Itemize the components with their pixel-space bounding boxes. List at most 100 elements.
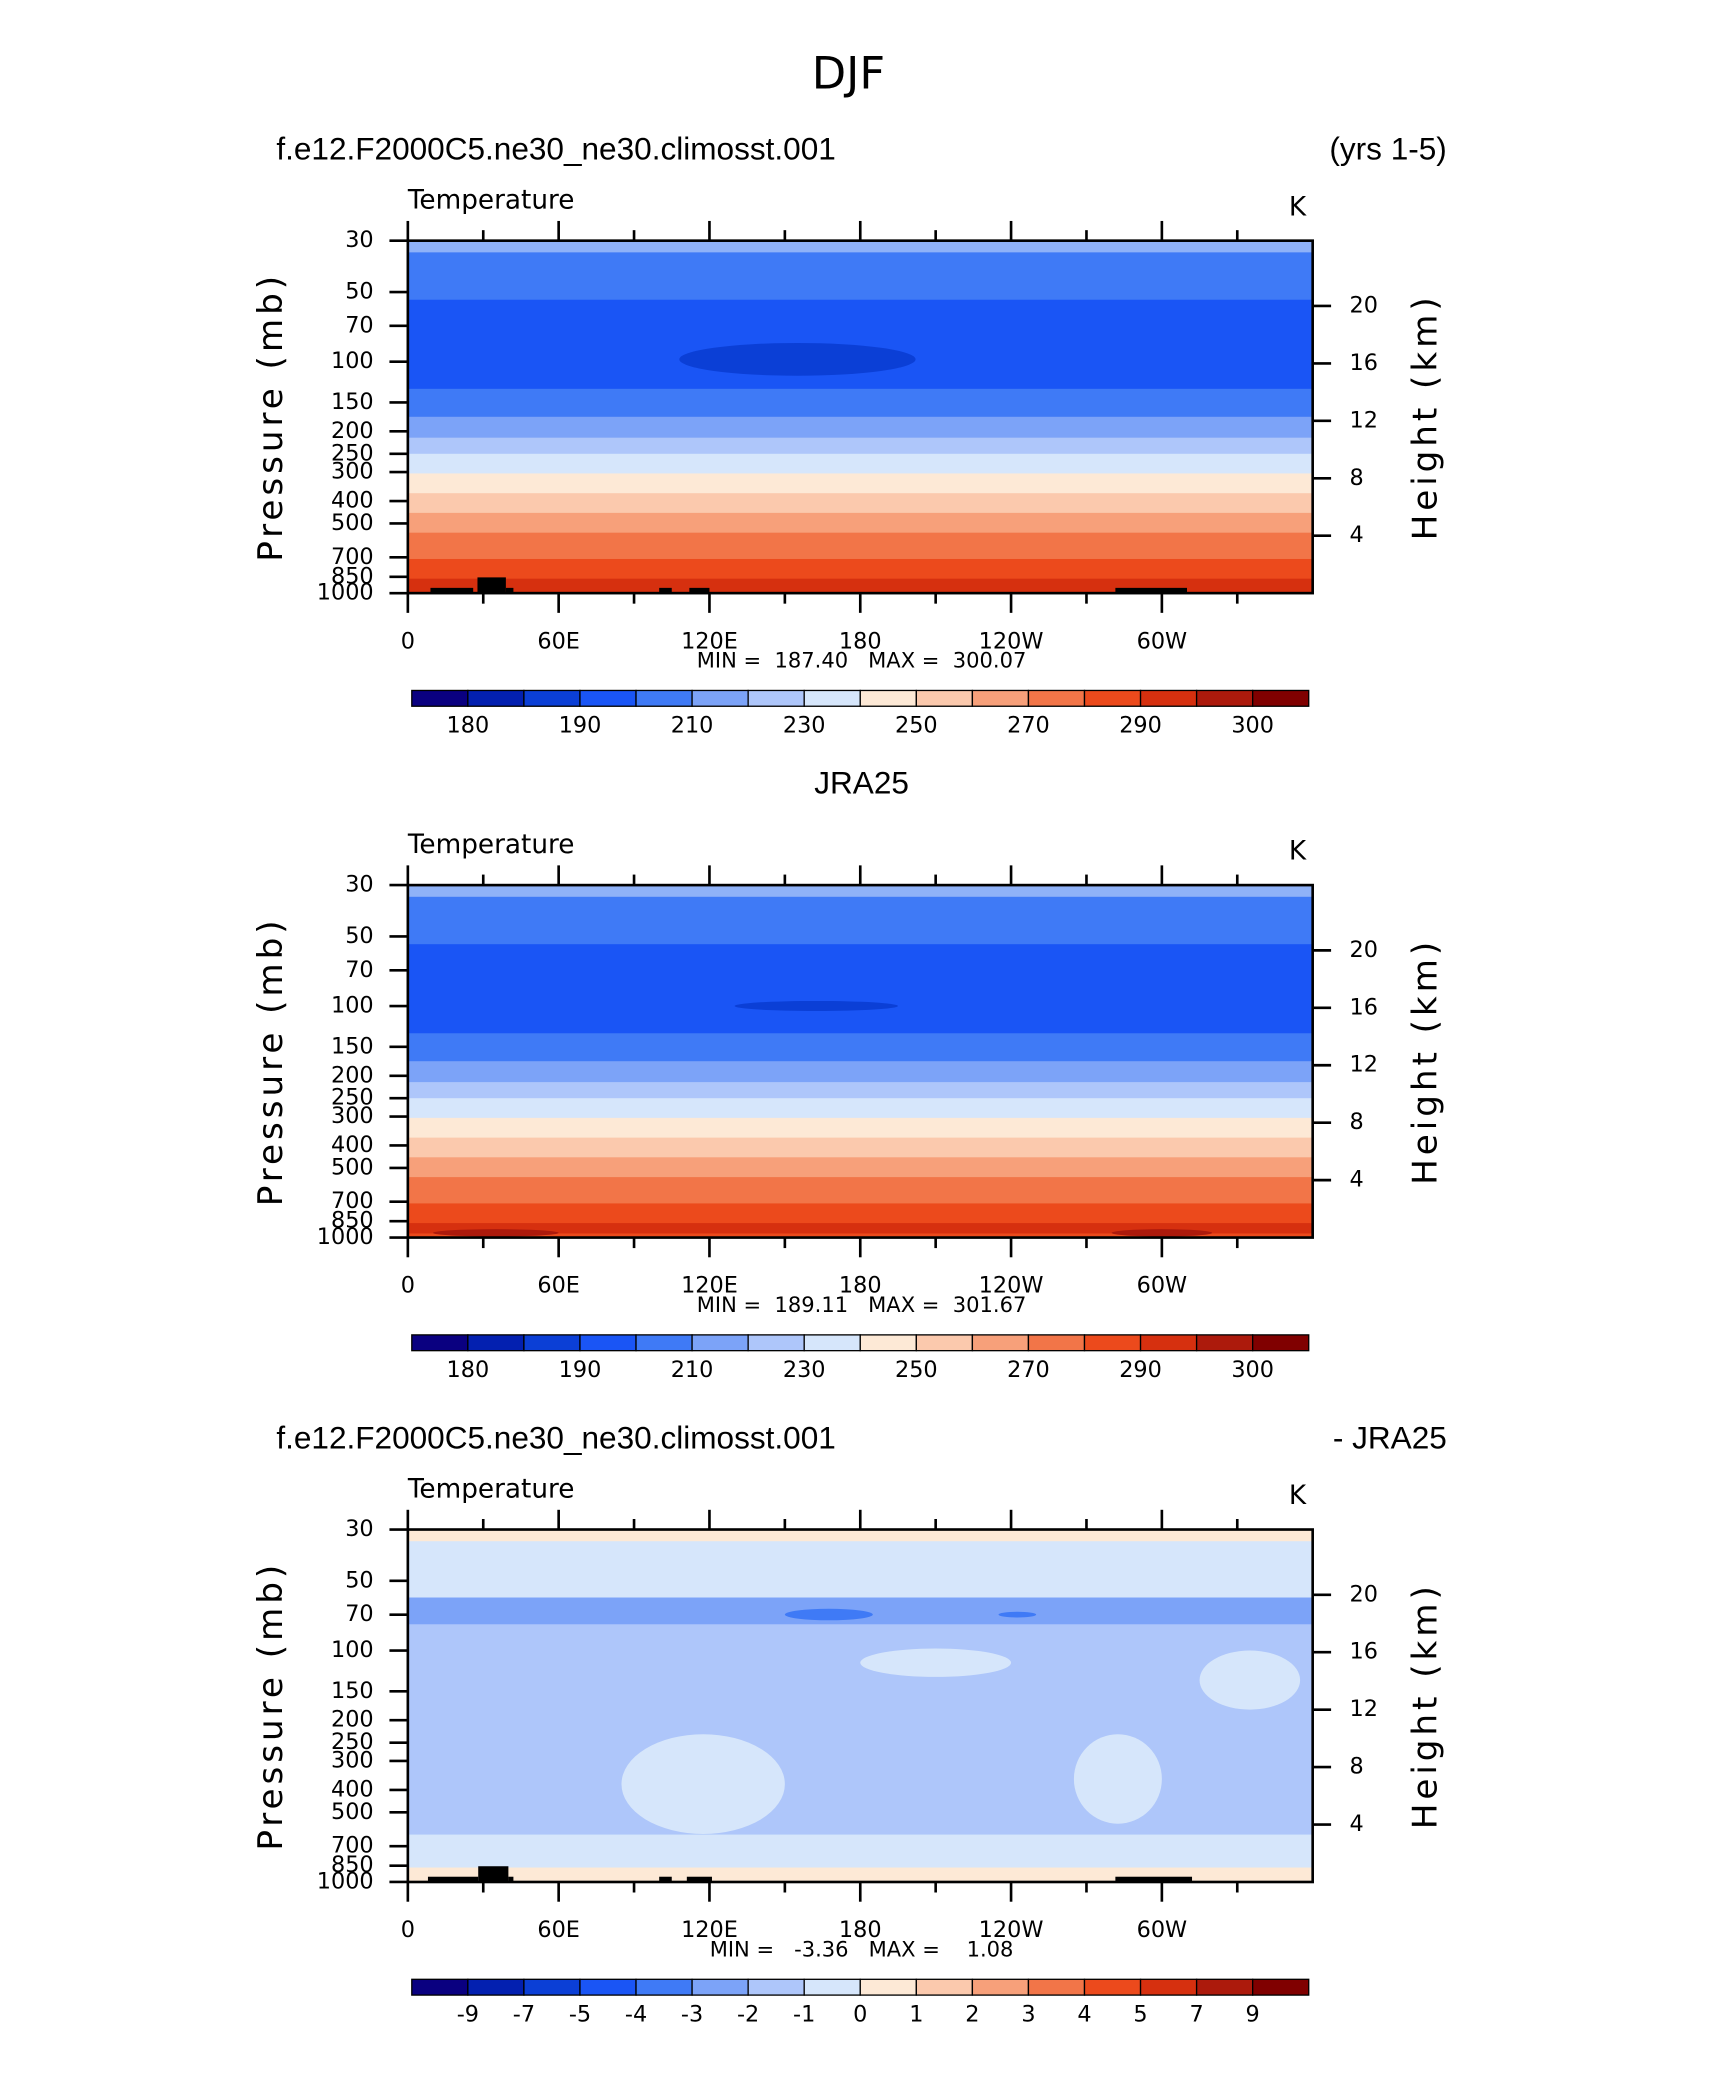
y2-axis-label: Height (km) <box>1406 293 1446 540</box>
contour-band <box>407 416 1313 439</box>
contour-region <box>734 1000 898 1012</box>
terrain <box>659 587 672 594</box>
colorbar-box <box>1027 689 1086 707</box>
y2-tick-label: 20 <box>1349 292 1377 318</box>
stats: MIN = 189.11 MAX = 301.67 <box>697 1292 1027 1317</box>
panel-title-left: f.e12.F2000C5.ne30_ne30.climosst.001 <box>276 1419 835 1455</box>
x-tick-label: 120W <box>979 628 1044 654</box>
colorbar-box <box>1083 689 1142 707</box>
colorbar-box <box>803 1978 861 1996</box>
contour-band <box>407 1529 1313 1543</box>
x-tick-label: 60E <box>537 1917 580 1943</box>
colorbar-box <box>523 689 581 707</box>
y2-tick-label: 4 <box>1349 522 1363 548</box>
y2-tick-label: 4 <box>1349 1167 1363 1193</box>
colorbar-box <box>859 1978 917 1996</box>
colorbar-box <box>915 689 974 707</box>
y2-tick-label: 8 <box>1349 1109 1363 1135</box>
colorbar-box <box>915 1334 974 1352</box>
panel-title-right: (yrs 1-5) <box>1329 131 1446 167</box>
colorbar-label: -4 <box>625 2001 647 2027</box>
colorbar-label: 3 <box>1021 2001 1035 2027</box>
y-tick-label: 700 <box>331 1188 374 1214</box>
y-tick-label: 150 <box>331 1678 374 1704</box>
colorbar-box <box>747 1334 805 1352</box>
x-tick-label: 120W <box>979 1273 1044 1299</box>
y-tick-label: 70 <box>345 312 373 338</box>
colorbar-box <box>635 1978 693 1996</box>
terrain <box>477 577 506 594</box>
colorbar-box <box>467 1334 525 1352</box>
y-tick-label: 700 <box>331 1833 374 1859</box>
colorbar-box <box>747 689 805 707</box>
y-tick-label: 400 <box>331 1132 374 1158</box>
colorbar-label: 5 <box>1133 2001 1147 2027</box>
colorbar-label: -5 <box>569 2001 591 2027</box>
subtitle: Temperature <box>407 830 575 860</box>
colorbar-box <box>411 689 469 707</box>
y2-axis-label: Height (km) <box>1406 938 1446 1185</box>
y2-tick-label: 12 <box>1349 1696 1377 1722</box>
contour-region <box>621 1734 785 1834</box>
colorbar-label: 1 <box>909 2001 923 2027</box>
colorbar-label: 270 <box>1007 1357 1050 1383</box>
contour-band <box>407 512 1313 534</box>
colorbar-box <box>691 689 749 707</box>
y2-tick-label: 4 <box>1349 1811 1363 1837</box>
y2-tick-label: 8 <box>1349 465 1363 491</box>
contour-band <box>407 1157 1313 1178</box>
y-tick-label: 30 <box>345 1516 373 1542</box>
colorbar-label: -3 <box>681 2001 703 2027</box>
contour-band <box>407 1061 1313 1083</box>
contour-band <box>407 578 1313 594</box>
contour-band <box>407 1834 1313 1869</box>
contour-band <box>407 453 1313 475</box>
colorbar-box <box>579 689 637 707</box>
y-tick-label: 700 <box>331 544 374 570</box>
subtitle: Temperature <box>407 186 575 216</box>
colorbar-box <box>1252 689 1310 707</box>
panel-title-left: f.e12.F2000C5.ne30_ne30.climosst.001 <box>276 131 835 167</box>
stats: MIN = -3.36 MAX = 1.08 <box>710 1936 1014 1961</box>
y2-tick-label: 16 <box>1349 1639 1377 1665</box>
contour-band <box>407 1082 1313 1100</box>
y-tick-label: 50 <box>345 1567 373 1593</box>
contour-region <box>679 342 916 376</box>
y2-tick-label: 12 <box>1349 1052 1377 1078</box>
contour-band <box>407 1203 1313 1224</box>
colorbar-label: 250 <box>895 1357 938 1383</box>
y2-tick-label: 20 <box>1349 937 1377 963</box>
colorbar-label: 190 <box>559 712 602 738</box>
colorbar-box <box>1027 1978 1086 1996</box>
colorbar-label: 210 <box>671 712 714 738</box>
contour-band <box>407 1541 1313 1599</box>
terrain <box>430 587 474 594</box>
stats: MIN = 187.40 MAX = 300.07 <box>697 648 1027 673</box>
contour-band <box>407 240 1313 254</box>
y-tick-label: 250 <box>331 1085 374 1111</box>
colorbar-box <box>1139 1978 1198 1996</box>
y-tick-label: 500 <box>331 510 374 536</box>
colorbar-label: -7 <box>513 2001 535 2027</box>
contour-band <box>407 437 1313 455</box>
colorbar-label: 290 <box>1119 1357 1162 1383</box>
y-axis-label: Pressure (mb) <box>251 272 291 562</box>
terrain <box>478 1866 509 1882</box>
colorbar-label: 0 <box>853 2001 867 2027</box>
x-tick-label: 0 <box>401 1917 415 1943</box>
y-axis-label: Pressure (mb) <box>251 916 291 1206</box>
panel-title-right: - JRA25 <box>1333 1419 1447 1455</box>
colorbar-label: 290 <box>1119 712 1162 738</box>
contour-band <box>407 1137 1313 1159</box>
contour-band <box>407 388 1313 418</box>
contour-band <box>407 944 1313 1035</box>
y-tick-label: 250 <box>331 1729 374 1755</box>
terrain <box>427 1876 479 1882</box>
y-tick-label: 50 <box>345 279 373 305</box>
y-tick-label: 300 <box>331 1103 374 1129</box>
contour-band <box>407 1033 1313 1063</box>
colorbar-box <box>523 1334 581 1352</box>
terrain <box>1115 1876 1193 1882</box>
y2-tick-label: 16 <box>1349 350 1377 376</box>
